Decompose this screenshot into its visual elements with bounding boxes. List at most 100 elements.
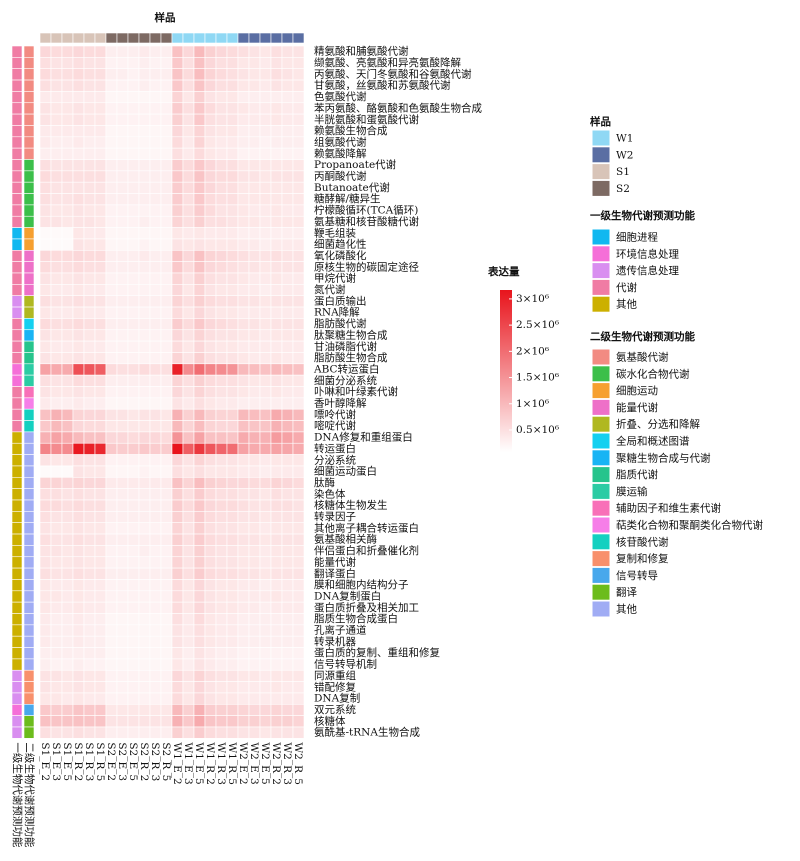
row-annotation-cell — [11, 533, 23, 546]
heatmap-cell — [171, 408, 184, 421]
row-annotation-cell — [11, 511, 23, 524]
legend-label: 折叠、分选和降解 — [616, 418, 700, 431]
heatmap-cell — [292, 329, 305, 342]
heatmap-cell — [94, 45, 107, 58]
heatmap-cell — [39, 692, 52, 705]
heatmap-cell — [215, 488, 228, 501]
heatmap-cell — [270, 601, 283, 614]
legend-swatch — [591, 533, 611, 551]
heatmap-cell — [116, 352, 129, 365]
heatmap-cell — [281, 579, 294, 592]
row-annotation-cell — [11, 329, 23, 342]
heatmap-cell — [204, 533, 217, 546]
heatmap-cell — [72, 499, 85, 512]
heatmap-cell — [215, 250, 228, 262]
heatmap-cell — [171, 522, 184, 535]
heatmap-cell — [226, 624, 239, 637]
heatmap-cell — [50, 318, 63, 331]
row-label: ABC转运蛋白 — [313, 362, 380, 375]
row-annotation-cell — [23, 284, 35, 297]
heatmap-cell — [72, 454, 85, 467]
heatmap-cell — [193, 227, 206, 240]
heatmap-cell — [94, 499, 107, 512]
heatmap-cell — [248, 715, 261, 728]
heatmap-cell — [215, 79, 228, 92]
heatmap-cell — [270, 681, 283, 694]
heatmap-cell — [39, 250, 52, 262]
heatmap-cell — [138, 113, 151, 126]
heatmap-cell — [39, 91, 52, 104]
column-annotation-cell — [171, 32, 184, 44]
row-annotation-cell — [23, 476, 35, 489]
heatmap-cell — [270, 624, 283, 637]
heatmap-cell — [160, 635, 173, 648]
colorbar-title: 表达量 — [487, 265, 520, 278]
heatmap-cell — [39, 295, 52, 308]
heatmap-cell — [149, 79, 162, 92]
heatmap-cell — [193, 57, 206, 69]
heatmap-cell — [94, 250, 107, 262]
heatmap-cell — [105, 374, 118, 387]
heatmap-cell — [127, 476, 140, 489]
heatmap-cell — [171, 57, 184, 69]
heatmap-cell — [182, 45, 195, 58]
heatmap-cell — [248, 386, 261, 399]
heatmap-cell — [259, 579, 272, 592]
heatmap-cell — [138, 91, 151, 104]
heatmap-cell — [72, 102, 85, 115]
heatmap-cell — [160, 431, 173, 444]
heatmap-cell — [149, 465, 162, 478]
heatmap-cell — [72, 204, 85, 217]
row-label: DNA修复和重组蛋白 — [314, 431, 413, 444]
heatmap-cell — [116, 397, 129, 410]
heatmap-cell — [50, 125, 63, 138]
legend-label: 细胞进程 — [616, 231, 658, 244]
heatmap-cell — [160, 420, 173, 433]
row-annotation-cell — [23, 68, 35, 81]
heatmap-cell — [83, 420, 96, 433]
heatmap-cell — [292, 397, 305, 410]
heatmap-cell — [237, 79, 250, 92]
heatmap-cell — [226, 386, 239, 399]
heatmap-cell — [259, 511, 272, 524]
heatmap-cell — [204, 420, 217, 433]
heatmap-cell — [116, 45, 129, 58]
heatmap-cell — [270, 476, 283, 489]
row-label: 精氨酸和脯氨酸代谢 — [314, 45, 409, 58]
heatmap-cell — [281, 227, 294, 240]
heatmap-cell — [50, 420, 63, 433]
heatmap-cell — [292, 147, 305, 160]
row-annotation-cell — [23, 374, 35, 387]
heatmap-cell — [160, 79, 173, 92]
heatmap-cell — [105, 681, 118, 694]
heatmap-cell — [215, 624, 228, 637]
row-annotation-cell — [11, 635, 23, 648]
heatmap-cell — [292, 45, 305, 58]
heatmap-cell — [171, 329, 184, 342]
heatmap-cell — [94, 545, 107, 558]
heatmap-cell — [259, 647, 272, 660]
heatmap-cell — [72, 147, 85, 160]
row-annotation-cell — [23, 647, 35, 660]
heatmap-cell — [204, 79, 217, 92]
heatmap-cell — [83, 613, 96, 626]
heatmap-cell — [281, 181, 294, 194]
legend-swatch — [591, 278, 611, 296]
heatmap-cell — [281, 329, 294, 342]
heatmap-cell — [72, 215, 85, 228]
heatmap-cell — [116, 68, 129, 81]
heatmap-cell — [259, 488, 272, 501]
heatmap-cell — [94, 624, 107, 637]
heatmap-cell — [160, 386, 173, 399]
heatmap-cell — [127, 272, 140, 285]
heatmap-cell — [237, 329, 250, 342]
heatmap-cell — [94, 57, 107, 69]
row-annotation-cell — [23, 227, 35, 240]
heatmap-cell — [39, 374, 52, 387]
heatmap-cell — [94, 181, 107, 194]
row-annotation-cell — [23, 45, 35, 58]
row-label: 苯丙氨酸、酪氨酸和色氨酸生物合成 — [314, 101, 482, 114]
heatmap-cell — [182, 113, 195, 126]
heatmap-cell — [292, 556, 305, 569]
heatmap-cell — [138, 125, 151, 138]
